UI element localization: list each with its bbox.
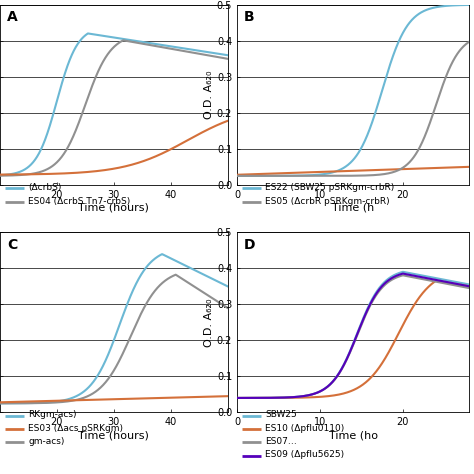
Text: gm-acs): gm-acs) xyxy=(28,437,65,446)
X-axis label: Time (ho: Time (ho xyxy=(328,430,378,440)
Text: ES10 (Δpflu0110): ES10 (Δpflu0110) xyxy=(265,424,345,433)
Text: B: B xyxy=(244,10,255,24)
Text: ES04 (ΔcrbS Tn7-crbS): ES04 (ΔcrbS Tn7-crbS) xyxy=(28,197,131,206)
Text: ES05 (ΔcrbR pSRKgm-crbR): ES05 (ΔcrbR pSRKgm-crbR) xyxy=(265,197,390,206)
X-axis label: Time (hours): Time (hours) xyxy=(78,202,149,212)
Y-axis label: O.D. A₆₂₀: O.D. A₆₂₀ xyxy=(204,71,214,119)
Text: (ΔcrbS): (ΔcrbS) xyxy=(28,183,62,192)
Text: RKgm-acs): RKgm-acs) xyxy=(28,410,77,419)
Text: ES09 (Δpflu5625): ES09 (Δpflu5625) xyxy=(265,450,345,459)
X-axis label: Time (hours): Time (hours) xyxy=(78,430,149,440)
Text: ES03 (Δacs pSRKgm): ES03 (Δacs pSRKgm) xyxy=(28,424,123,433)
Text: SBW25: SBW25 xyxy=(265,410,297,419)
Text: A: A xyxy=(7,10,18,24)
Text: ES07…: ES07… xyxy=(265,437,297,446)
X-axis label: Time (h: Time (h xyxy=(332,202,374,212)
Y-axis label: O.D. A₆₂₀: O.D. A₆₂₀ xyxy=(204,298,214,346)
Text: ES22 (SBW25 pSRKgm-crbR): ES22 (SBW25 pSRKgm-crbR) xyxy=(265,183,395,192)
Text: D: D xyxy=(244,237,255,252)
Text: C: C xyxy=(7,237,17,252)
